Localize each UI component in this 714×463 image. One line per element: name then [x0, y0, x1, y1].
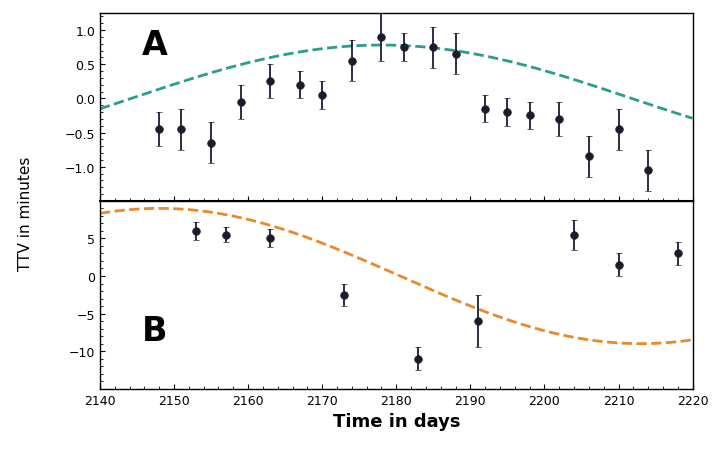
Text: TTV in minutes: TTV in minutes [18, 156, 33, 270]
Text: A: A [141, 29, 167, 62]
X-axis label: Time in days: Time in days [333, 412, 460, 430]
Text: B: B [141, 315, 167, 348]
